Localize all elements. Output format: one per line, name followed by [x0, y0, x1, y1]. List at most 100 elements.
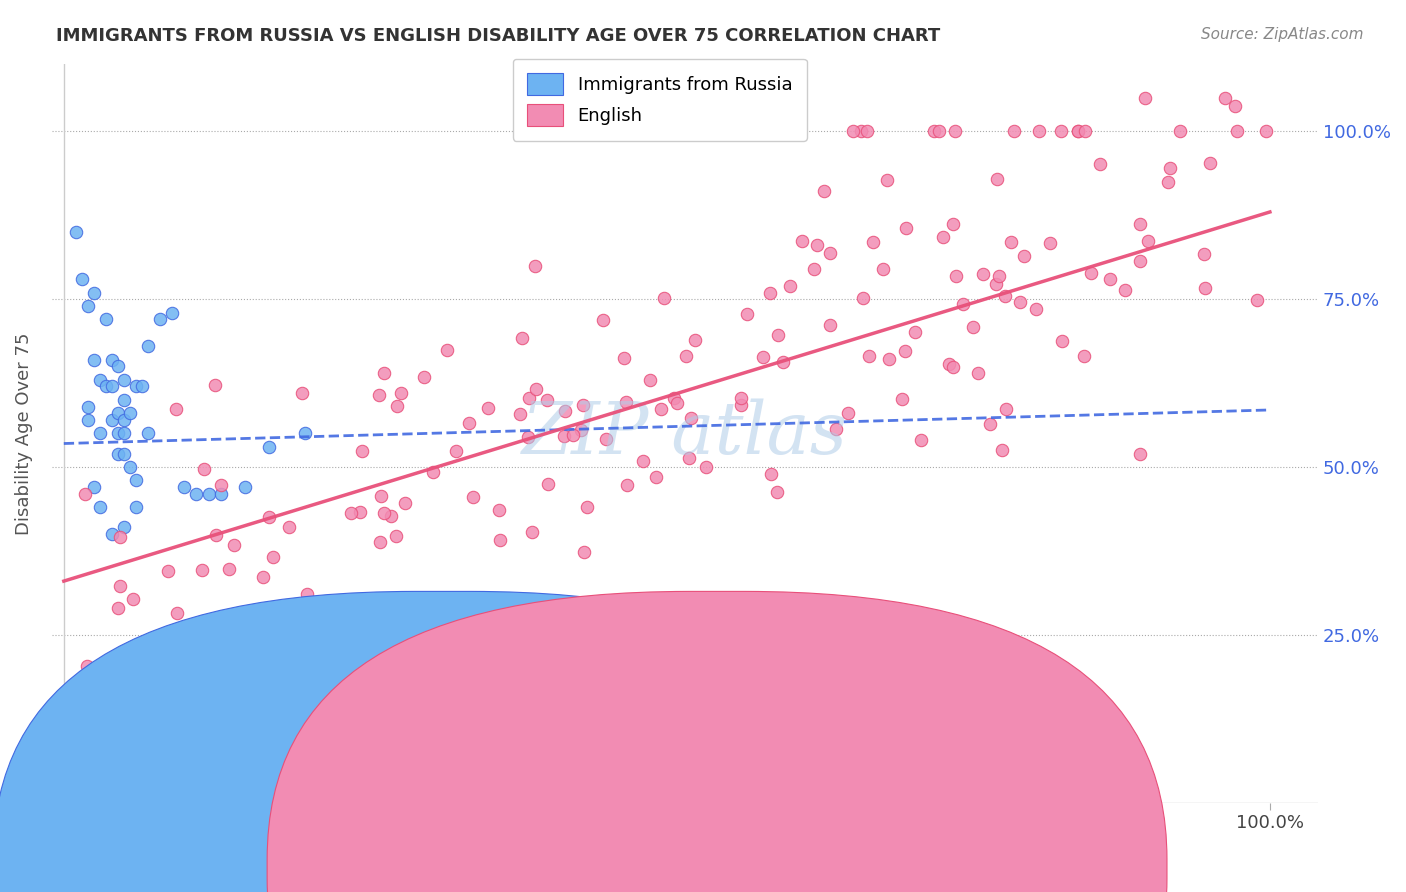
Point	[695, 460, 717, 475]
Point	[233, 480, 256, 494]
Point	[932, 230, 955, 244]
Point	[436, 343, 458, 357]
Point	[1088, 157, 1111, 171]
Point	[922, 124, 945, 138]
Point	[404, 599, 426, 614]
Point	[149, 312, 172, 326]
Legend: Immigrants from Russia, English: Immigrants from Russia, English	[513, 59, 807, 141]
Point	[263, 627, 285, 641]
Text: R = 0.629   N = 166: R = 0.629 N = 166	[578, 128, 759, 145]
Point	[112, 520, 135, 534]
Point	[561, 428, 583, 442]
Point	[413, 370, 436, 384]
Point	[1199, 155, 1222, 169]
Point	[553, 428, 575, 442]
Point	[1099, 272, 1122, 286]
Point	[942, 360, 965, 375]
Point	[856, 124, 879, 138]
Point	[209, 478, 232, 492]
Point	[510, 331, 533, 345]
Point	[862, 235, 884, 249]
Point	[631, 454, 654, 468]
Point	[659, 591, 682, 605]
Point	[224, 538, 246, 552]
Point	[569, 424, 592, 438]
Point	[592, 313, 614, 327]
Point	[679, 411, 702, 425]
Point	[112, 426, 135, 441]
Point	[349, 505, 371, 519]
Point	[735, 307, 758, 321]
Point	[683, 333, 706, 347]
Point	[125, 500, 148, 515]
Point	[165, 401, 187, 416]
Point	[803, 262, 825, 277]
Point	[890, 392, 912, 406]
Point	[252, 570, 274, 584]
Point	[70, 701, 93, 715]
Point	[107, 600, 129, 615]
Point	[488, 503, 510, 517]
Point	[772, 355, 794, 369]
Point	[477, 401, 499, 415]
Point	[818, 245, 841, 260]
Point	[1226, 124, 1249, 138]
Point	[818, 318, 841, 332]
Point	[1246, 293, 1268, 307]
Point	[576, 500, 599, 515]
Point	[614, 395, 637, 409]
Point	[779, 279, 801, 293]
Point	[536, 392, 558, 407]
Point	[904, 325, 927, 339]
Point	[368, 535, 391, 549]
Point	[461, 490, 484, 504]
Text: Source: ZipAtlas.com: Source: ZipAtlas.com	[1201, 27, 1364, 42]
Text: English: English	[755, 855, 820, 873]
Point	[851, 124, 873, 138]
Point	[70, 272, 93, 286]
Point	[1073, 349, 1095, 363]
Point	[613, 351, 636, 366]
Point	[65, 681, 87, 696]
Point	[101, 413, 124, 427]
Point	[943, 124, 966, 138]
Point	[759, 286, 782, 301]
Point	[173, 480, 195, 494]
Point	[162, 305, 184, 319]
Point	[156, 564, 179, 578]
Point	[83, 285, 105, 300]
Point	[385, 529, 408, 543]
Point	[664, 391, 686, 405]
Point	[1066, 124, 1088, 138]
Text: IMMIGRANTS FROM RUSSIA VS ENGLISH DISABILITY AGE OVER 75 CORRELATION CHART: IMMIGRANTS FROM RUSSIA VS ENGLISH DISABI…	[56, 27, 941, 45]
Point	[367, 388, 389, 402]
Point	[385, 400, 408, 414]
Y-axis label: Disability Age Over 75: Disability Age Over 75	[15, 332, 32, 534]
Point	[650, 401, 672, 416]
Point	[652, 292, 675, 306]
Point	[204, 377, 226, 392]
Point	[938, 358, 960, 372]
Point	[120, 460, 142, 475]
Point	[1039, 236, 1062, 251]
Point	[1223, 99, 1246, 113]
Point	[928, 124, 950, 138]
Point	[197, 487, 219, 501]
Point	[962, 319, 984, 334]
Point	[1028, 124, 1050, 138]
Point	[1157, 175, 1180, 189]
Point	[120, 406, 142, 420]
Point	[675, 349, 697, 363]
Point	[766, 484, 789, 499]
Point	[994, 401, 1017, 416]
Point	[1067, 124, 1090, 138]
Point	[94, 379, 117, 393]
Point	[262, 549, 284, 564]
Point	[1012, 248, 1035, 262]
Point	[77, 413, 100, 427]
Point	[645, 470, 668, 484]
Point	[766, 328, 789, 343]
Point	[1004, 124, 1026, 138]
Point	[107, 426, 129, 441]
Point	[824, 421, 846, 435]
